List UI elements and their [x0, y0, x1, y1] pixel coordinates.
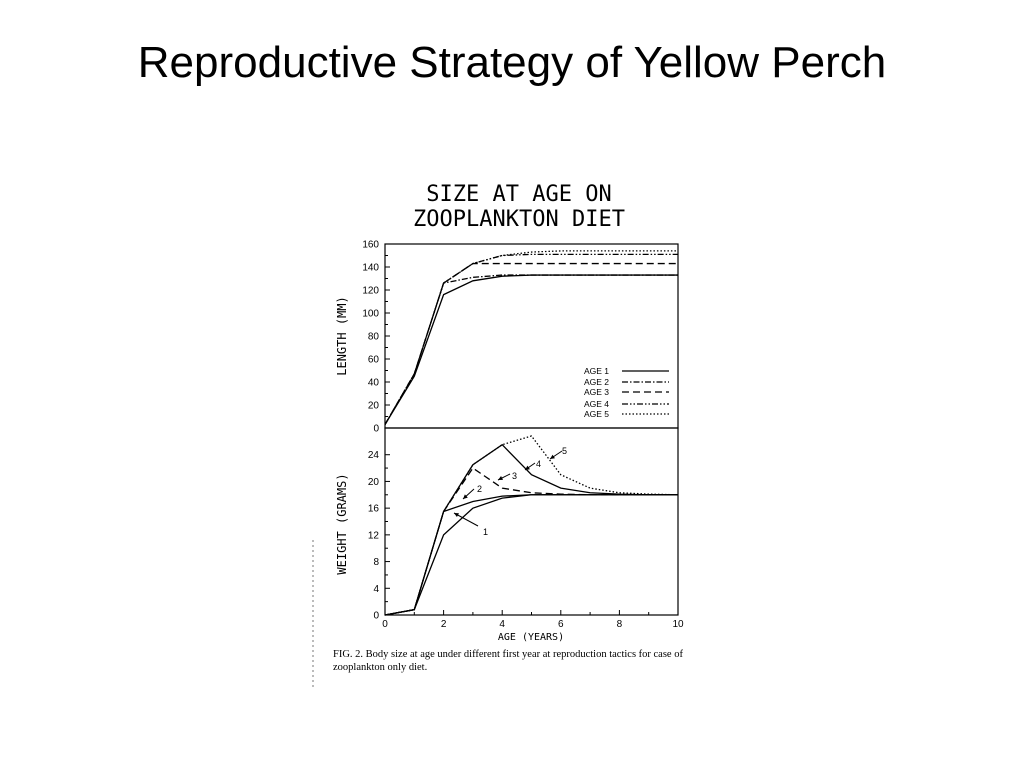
annotation-arrowhead-5: [550, 454, 555, 459]
figure-heading-line1: SIZE AT AGE ON: [426, 182, 611, 207]
annotation-arrowhead-2: [463, 494, 468, 499]
length-y-axis-label: LENGTH (MM): [335, 296, 349, 375]
annotation-arrowhead-1: [454, 513, 459, 518]
length-y-ticks: 0 20 40 60 80 100 120 140 160: [362, 240, 390, 435]
x-tick-label: 2: [441, 619, 447, 630]
weight-annotations: 1 2 3 4 5: [453, 446, 567, 537]
length-series-line-1: [384, 274, 678, 425]
weight-y-tick-label: 12: [368, 530, 380, 541]
length-y-tick-label: 0: [373, 424, 379, 435]
legend-label-3: AGE 3: [584, 387, 609, 397]
legend-label-5: AGE 5: [584, 409, 609, 419]
length-series: [384, 250, 678, 425]
length-series-line-4: [384, 253, 678, 425]
x-tick-label: 10: [672, 619, 684, 630]
x-tick-label: 6: [558, 619, 564, 630]
annotation-label-5: 5: [562, 446, 567, 456]
length-y-tick-label: 40: [368, 378, 380, 389]
x-tick-label: 8: [617, 619, 623, 630]
figure-heading-line2: ZOOPLANKTON DIET: [413, 207, 625, 232]
weight-plot-frame: [384, 427, 679, 616]
weight-y-tick-label: 0: [373, 611, 379, 622]
length-y-tick-label: 20: [368, 401, 380, 412]
weight-series: [384, 435, 679, 616]
x-tick-label: 0: [382, 619, 388, 630]
legend-label-4: AGE 4: [584, 399, 609, 409]
length-y-tick-label: 100: [362, 309, 379, 320]
length-series-line-3: [384, 262, 678, 425]
length-y-tick-label: 80: [368, 332, 380, 343]
weight-series-line-4: [384, 443, 678, 616]
weight-y-axis-label: WEIGHT (GRAMS): [335, 473, 349, 574]
weight-y-tick-label: 16: [368, 504, 380, 515]
length-y-tick-label: 120: [362, 286, 379, 297]
legend-label-1: AGE 1: [584, 366, 609, 376]
weight-series-line-3: [384, 467, 678, 616]
legend-label-2: AGE 2: [584, 377, 609, 387]
weight-y-tick-label: 8: [373, 557, 379, 568]
annotation-label-1: 1: [483, 527, 488, 537]
length-y-tick-label: 140: [362, 263, 379, 274]
age-x-ticks: 0 2 4 6 8 10: [382, 610, 684, 630]
weight-series-line-5: [384, 435, 679, 616]
length-y-tick-label: 60: [368, 355, 380, 366]
annotation-arrow-1: [453, 512, 479, 527]
slide-title: Reproductive Strategy of Yellow Perch: [137, 38, 887, 87]
figure-caption: FIG. 2. Body size at age under different…: [333, 649, 683, 673]
length-y-tick-label: 160: [362, 240, 379, 251]
x-axis-label: AGE (YEARS): [498, 632, 564, 643]
annotation-label-3: 3: [512, 471, 517, 481]
annotation-label-4: 4: [536, 459, 541, 469]
weight-y-tick-label: 20: [368, 477, 380, 488]
annotation-arrowhead-4: [525, 465, 530, 470]
length-series-line-5: [384, 250, 678, 425]
annotation-arrowhead-3: [498, 476, 503, 480]
weight-series-line-2: [384, 494, 678, 616]
annotation-label-2: 2: [477, 484, 482, 494]
x-tick-label: 4: [499, 619, 505, 630]
length-series-line-2: [384, 274, 678, 425]
weight-series-line-1: [384, 494, 678, 616]
weight-y-tick-label: 24: [368, 450, 380, 461]
weight-y-tick-label: 4: [373, 584, 379, 595]
weight-y-ticks: 0 4 8 12 16 20 24: [368, 450, 390, 622]
